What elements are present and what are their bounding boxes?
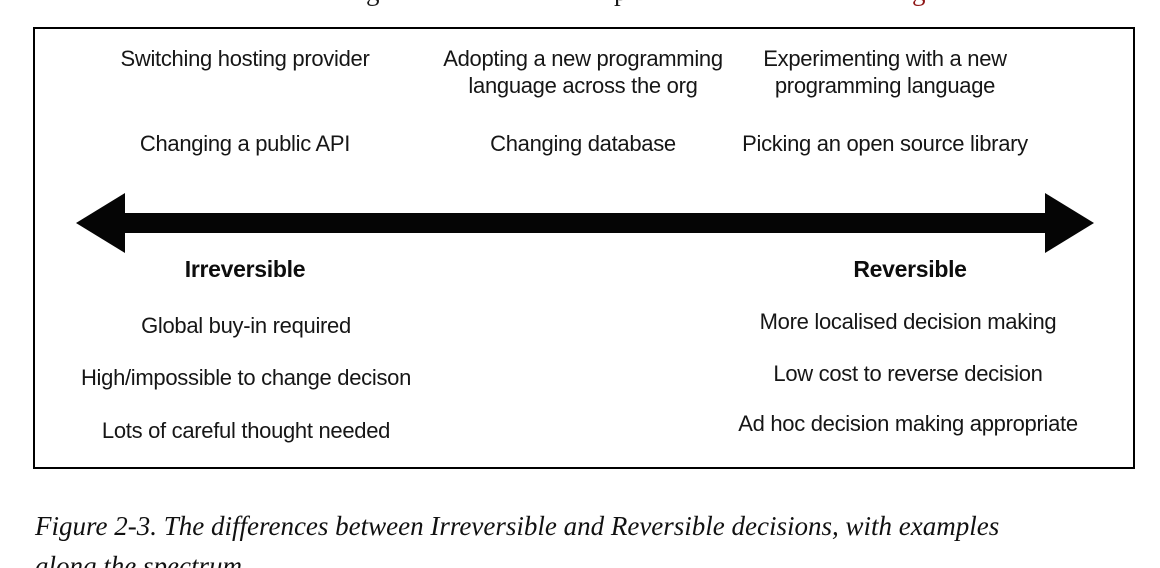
- double-headed-arrow: [76, 193, 1094, 253]
- trait-global-buy-in: Global buy-in required: [141, 313, 351, 338]
- trait-ad-hoc-decision: Ad hoc decision making appropriate: [738, 411, 1078, 436]
- trait-careful-thought: Lots of careful thought needed: [101, 418, 391, 443]
- cropped-body-text-line: g p g: [0, 0, 1160, 9]
- irreversible-label: Irreversible: [184, 256, 306, 282]
- example-picking-open-source-library: Picking an open source library: [742, 131, 1028, 156]
- trait-low-cost-reverse: Low cost to reverse decision: [773, 361, 1043, 386]
- figure-caption-line-2: along the spectrum: [35, 551, 242, 568]
- descender-fragment: g: [366, 0, 380, 6]
- trait-high-impossible-change: High/impossible to change decison: [80, 365, 412, 390]
- figure-caption: Figure 2-3. The differences between Irre…: [35, 506, 1145, 568]
- figure-frame: Switching hosting provider Adopting a ne…: [33, 27, 1135, 469]
- example-changing-public-api: Changing a public API: [139, 131, 351, 156]
- arrow-head-right: [1045, 193, 1094, 253]
- figure-caption-line-1: Figure 2-3. The differences between Irre…: [35, 511, 1000, 541]
- arrow-shaft: [117, 213, 1053, 233]
- trait-localised-decision-making: More localised decision making: [759, 309, 1057, 334]
- descender-fragment: p: [614, 0, 628, 6]
- example-adopting-new-language: Adopting a new programming language acro…: [443, 46, 723, 98]
- example-experimenting-new-language: Experimenting with a new programming lan…: [763, 46, 1007, 98]
- arrow-head-left: [76, 193, 125, 253]
- example-switching-hosting-provider: Switching hosting provider: [120, 46, 370, 71]
- link-descender-fragment: g: [912, 0, 926, 6]
- reversible-label: Reversible: [853, 256, 967, 282]
- example-changing-database: Changing database: [490, 131, 676, 156]
